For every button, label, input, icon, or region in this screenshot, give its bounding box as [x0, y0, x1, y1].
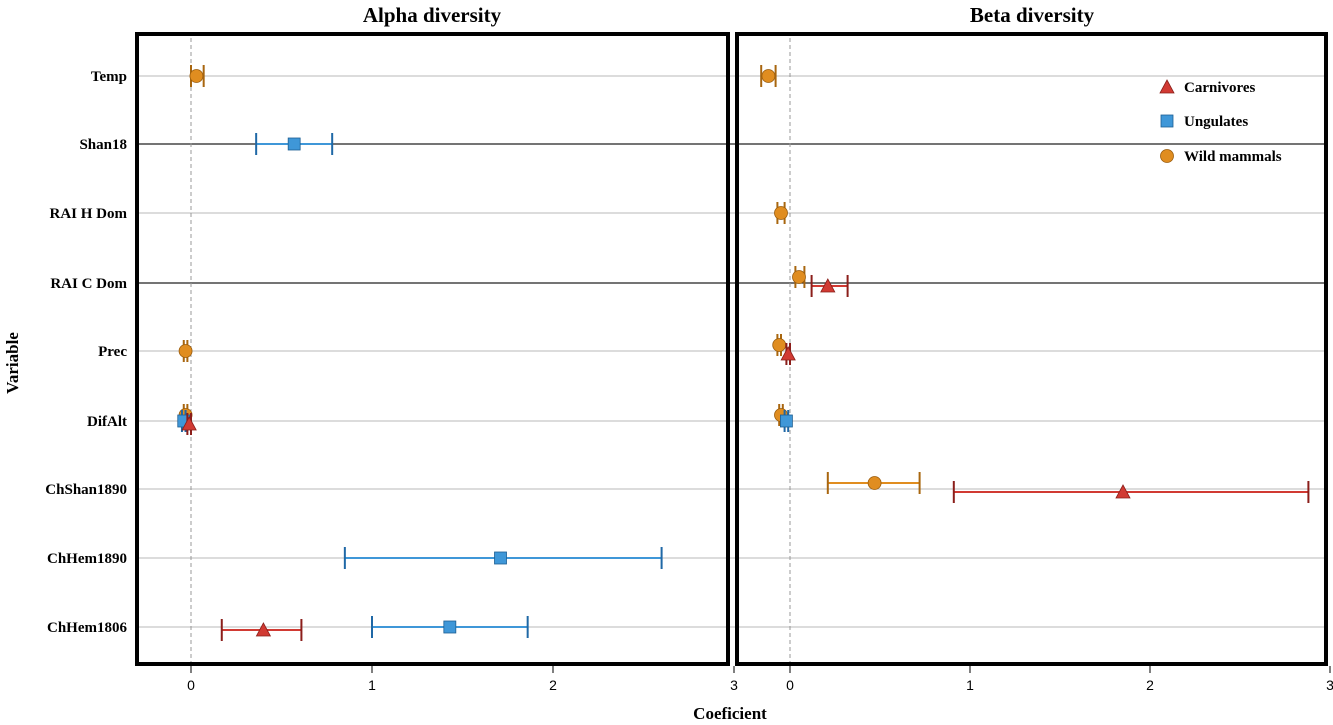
- alpha-diversity-panel: 0 1 2 3: [135, 32, 738, 693]
- legend-marker: [1159, 79, 1175, 94]
- y-tick-label-shan18: Shan18: [79, 137, 127, 153]
- marker: [1115, 484, 1131, 499]
- x-tick-label: 3: [1326, 677, 1333, 693]
- point-carnivores-prec: [780, 343, 796, 365]
- marker: [772, 338, 787, 352]
- point-wild-mammals-rai-c-dom: [792, 266, 806, 288]
- panel-frame: [135, 32, 730, 666]
- point-ungulates-chhem1806: [371, 616, 529, 638]
- x-tick-label: 3: [730, 677, 738, 693]
- legend-item-wild-mammals: Wild mammals: [1160, 149, 1282, 165]
- point-wild-mammals-rai-h-dom: [774, 202, 788, 224]
- marker: [189, 69, 204, 83]
- point-carnivores-chshan1890: [952, 481, 1310, 503]
- point-wild-mammals-chshan1890: [826, 472, 921, 494]
- legend: Carnivores Ungulates Wild mammals: [1159, 79, 1282, 165]
- y-tick-label-chhem1890: ChHem1890: [47, 551, 127, 567]
- y-tick-label-rai-h-dom: RAI H Dom: [50, 206, 128, 222]
- marker: [287, 137, 301, 151]
- alpha-panel-title: Alpha diversity: [363, 3, 502, 27]
- point-carnivores-difalt: [181, 413, 197, 435]
- point-ungulates-shan18: [255, 133, 334, 155]
- y-tick-label-temp: Temp: [91, 69, 127, 85]
- y-axis-label: Variable: [3, 332, 22, 394]
- legend-marker: [1160, 114, 1174, 128]
- legend-item-carnivores: Carnivores: [1159, 79, 1256, 96]
- marker: [820, 278, 836, 293]
- marker: [780, 414, 793, 428]
- x-tick-label: 2: [549, 677, 557, 693]
- x-tick-label: 1: [368, 677, 376, 693]
- point-wild-mammals-prec: [772, 334, 787, 356]
- marker: [443, 620, 457, 634]
- marker: [780, 346, 796, 361]
- y-tick-label-chhem1806: ChHem1806: [47, 620, 127, 636]
- y-tick-labels: Temp Shan18 RAI H Dom RAI C Dom Prec DifAlt Ch…: [45, 69, 127, 636]
- x-tick-label: 0: [187, 677, 195, 693]
- beta-diversity-panel: 0 1 2 3: [735, 32, 1333, 693]
- point-wild-mammals-temp: [189, 65, 205, 87]
- x-tick-label: 1: [966, 677, 974, 693]
- legend-item-ungulates: Ungulates: [1160, 114, 1248, 130]
- marker: [178, 344, 193, 358]
- legend-label: Carnivores: [1184, 80, 1256, 96]
- panel-frame: [735, 32, 1328, 666]
- point-ungulates-difalt: [780, 410, 793, 432]
- marker: [181, 416, 197, 431]
- x-tick-label: 2: [1146, 677, 1154, 693]
- legend-marker: [1160, 149, 1174, 163]
- marker: [867, 476, 882, 490]
- point-ungulates-chhem1890: [343, 547, 663, 569]
- x-tick-label: 0: [786, 677, 794, 693]
- y-tick-label-prec: Prec: [98, 344, 127, 360]
- point-carnivores-rai-c-dom: [810, 275, 849, 297]
- point-wild-mammals-temp: [760, 65, 777, 87]
- marker: [792, 270, 806, 284]
- y-tick-label-chshan1890: ChShan1890: [45, 482, 127, 498]
- legend-label: Ungulates: [1184, 114, 1248, 130]
- y-tick-label-difalt: DifAlt: [87, 414, 127, 430]
- y-tick-label-rai-c-dom: RAI C Dom: [50, 276, 127, 292]
- legend-label: Wild mammals: [1184, 149, 1282, 165]
- gridlines: [137, 75, 1326, 628]
- point-wild-mammals-prec: [178, 340, 193, 362]
- marker: [761, 69, 776, 83]
- beta-panel-title: Beta diversity: [970, 3, 1095, 27]
- x-axis-label: Coeficient: [693, 704, 767, 723]
- marker: [255, 622, 272, 637]
- marker: [774, 206, 788, 220]
- point-carnivores-chhem1806: [220, 619, 303, 641]
- marker: [494, 551, 507, 565]
